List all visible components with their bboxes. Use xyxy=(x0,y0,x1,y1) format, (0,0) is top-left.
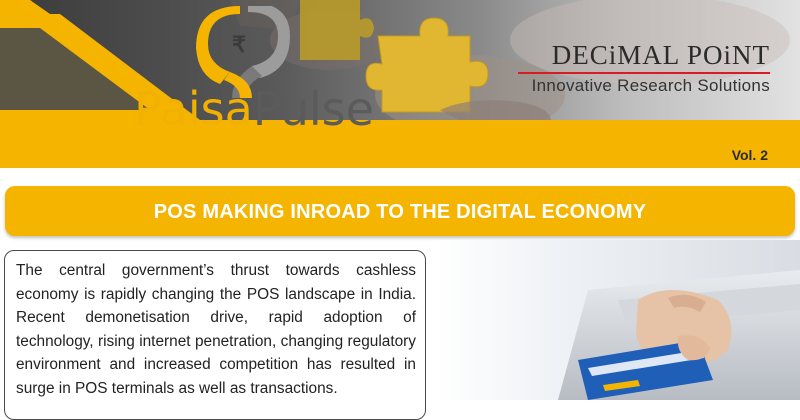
rupee-icon: ₹ xyxy=(232,32,246,57)
brand-name: PaisaPulse xyxy=(134,84,374,134)
brand-name-part1: Paisa xyxy=(134,82,253,136)
pos-card-illustration xyxy=(438,240,800,400)
article-paragraph: The central government’s thrust towards … xyxy=(16,262,416,397)
banner-swoosh xyxy=(0,0,800,168)
header-banner: ₹ PaisaPulse DECiMAL POiNT Innovative Re… xyxy=(0,0,800,168)
card-payment-photo xyxy=(438,240,800,400)
paisapulse-logo-icon xyxy=(196,6,290,98)
company-tagline: Innovative Research Solutions xyxy=(531,76,770,95)
company-name: DECiMAL POiNT xyxy=(551,40,770,70)
brand-name-part2: Pulse xyxy=(252,82,374,136)
company-divider xyxy=(518,72,770,74)
article-headline: POS MAKING INROAD TO THE DIGITAL ECONOMY xyxy=(153,201,647,223)
volume-label: Vol. 2 xyxy=(731,147,768,163)
headline-bar: POS MAKING INROAD TO THE DIGITAL ECONOMY xyxy=(5,186,795,236)
article-text-box: The central government’s thrust towards … xyxy=(4,250,426,420)
